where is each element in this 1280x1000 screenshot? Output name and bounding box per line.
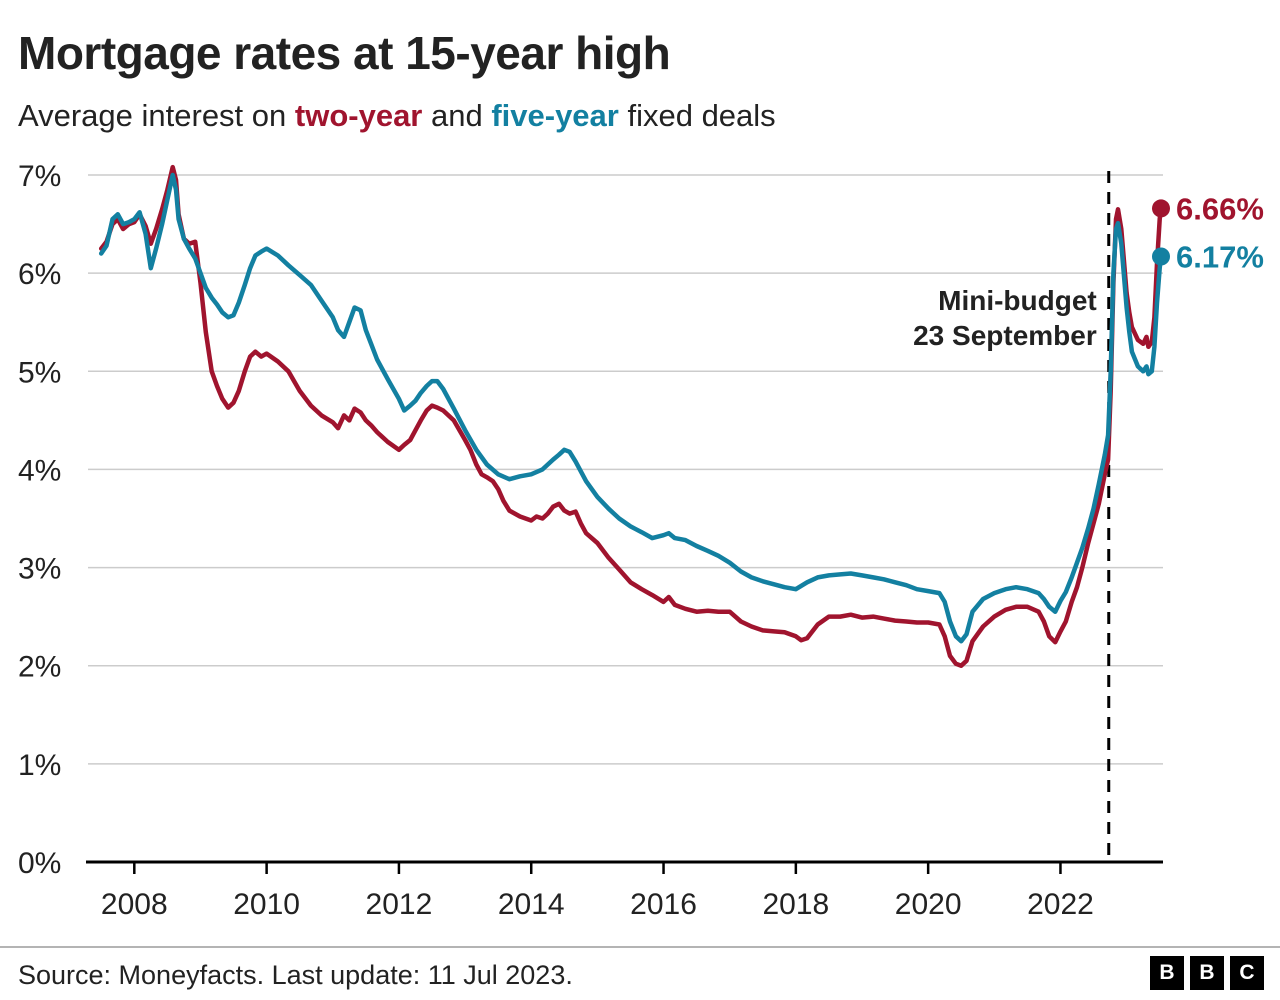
subtitle-prefix: Average interest on — [18, 98, 295, 133]
end-label-five-year: 6.17% — [1176, 240, 1264, 275]
x-tick-label-2018: 2018 — [762, 888, 829, 921]
source-text: Source: Moneyfacts. Last update: 11 Jul … — [18, 960, 573, 990]
y-tick-label-4: 4% — [18, 454, 61, 487]
bbc-logo: B B C — [1150, 956, 1264, 990]
x-tick-label-2016: 2016 — [630, 888, 697, 921]
end-label-two-year: 6.66% — [1176, 191, 1264, 226]
bbc-logo-letter-b1: B — [1150, 956, 1184, 990]
y-tick-label-2: 2% — [18, 651, 61, 684]
end-dot-two-year — [1152, 199, 1170, 218]
x-tick-label-2014: 2014 — [498, 888, 565, 921]
subtitle-and: and — [422, 98, 492, 133]
y-tick-label-5: 5% — [18, 356, 61, 389]
end-dot-five-year — [1152, 247, 1170, 266]
y-tick-label-3: 3% — [18, 553, 61, 586]
chart-title: Mortgage rates at 15-year high — [18, 27, 671, 79]
footer-divider — [0, 946, 1280, 948]
bbc-logo-letter-b2: B — [1190, 956, 1224, 990]
bbc-logo-letter-c: C — [1230, 956, 1264, 990]
y-tick-label-0: 0% — [18, 847, 61, 880]
x-tick-label-2022: 2022 — [1027, 888, 1094, 921]
line-five-year — [98, 172, 1164, 644]
line-two-year — [98, 164, 1164, 668]
x-tick-label-2008: 2008 — [101, 888, 168, 921]
y-tick-label-1: 1% — [18, 749, 61, 782]
y-tick-label-7: 7% — [18, 160, 61, 193]
y-tick-label-6: 6% — [18, 258, 61, 291]
annotation-line2: 23 September — [913, 320, 1097, 351]
subtitle-five-year-legend: five-year — [491, 98, 619, 133]
subtitle-suffix: fixed deals — [618, 98, 776, 133]
chart-subtitle: Average interest on two-year and five-ye… — [18, 98, 776, 134]
x-tick-label-2012: 2012 — [366, 888, 433, 921]
x-tick-label-2020: 2020 — [895, 888, 962, 921]
annotation-line1: Mini-budget — [938, 285, 1097, 316]
subtitle-two-year-legend: two-year — [294, 98, 423, 133]
x-tick-label-2010: 2010 — [233, 888, 300, 921]
